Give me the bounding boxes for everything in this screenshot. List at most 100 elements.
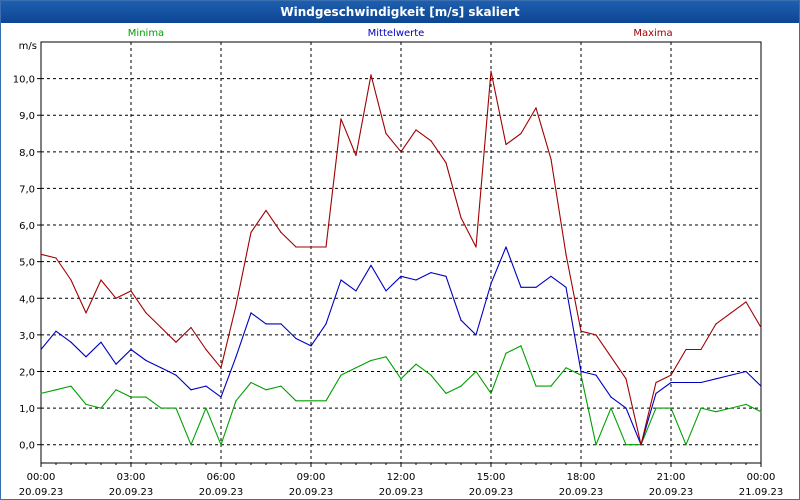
data-point-mittelwerte: [370, 264, 372, 266]
data-point-minima: [100, 407, 102, 409]
y-tick-label: 5,0: [19, 258, 35, 269]
y-axis-label: m/s: [19, 41, 37, 52]
data-point-maxima: [175, 341, 177, 343]
data-point-mittelwerte: [235, 356, 237, 358]
data-point-mittelwerte: [385, 290, 387, 292]
data-point-minima: [475, 370, 477, 373]
x-tick-label-date: 20.09.23: [109, 487, 154, 498]
data-point-maxima: [160, 326, 162, 329]
data-point-minima: [730, 407, 732, 409]
data-point-maxima: [220, 367, 222, 369]
data-point-mittelwerte: [265, 323, 267, 325]
legend-minima: Minima: [128, 28, 164, 39]
data-point-minima: [355, 367, 357, 369]
data-point-minima: [340, 374, 342, 376]
data-point-maxima: [265, 209, 267, 211]
data-point-minima: [175, 407, 177, 409]
x-tick-label-time: 12:00: [387, 472, 416, 483]
data-point-maxima: [700, 348, 702, 351]
x-tick-label-time: 21:00: [657, 472, 686, 483]
x-tick-label-time: 03:00: [117, 472, 146, 483]
data-point-mittelwerte: [295, 337, 297, 340]
data-point-maxima: [550, 158, 552, 160]
data-point-maxima: [130, 290, 132, 292]
x-tick-label-date: 20.09.23: [199, 487, 244, 498]
data-point-maxima: [325, 246, 327, 248]
data-point-maxima: [580, 330, 582, 332]
legend-maxima: Maxima: [633, 28, 672, 39]
data-point-minima: [520, 345, 522, 347]
data-point-minima: [295, 400, 297, 402]
x-tick-label-time: 18:00: [567, 472, 596, 483]
data-point-minima: [220, 444, 222, 446]
data-point-minima: [655, 407, 657, 409]
data-point-mittelwerte: [250, 312, 252, 314]
data-point-mittelwerte: [550, 275, 552, 277]
data-point-mittelwerte: [70, 341, 72, 343]
data-point-maxima: [490, 70, 492, 72]
data-point-mittelwerte: [100, 341, 102, 343]
data-point-minima: [160, 407, 162, 409]
data-point-maxima: [415, 129, 417, 131]
data-point-maxima: [535, 107, 537, 109]
data-point-maxima: [40, 253, 42, 255]
data-point-mittelwerte: [40, 348, 42, 351]
data-point-minima: [610, 407, 612, 409]
data-point-maxima: [295, 246, 297, 248]
data-point-maxima: [235, 305, 237, 307]
data-point-maxima: [400, 151, 402, 153]
x-tick-label-date: 20.09.23: [559, 487, 604, 498]
data-point-mittelwerte: [625, 407, 627, 409]
data-point-mittelwerte: [280, 323, 282, 325]
data-point-maxima: [655, 381, 657, 384]
data-point-maxima: [475, 246, 477, 248]
data-point-minima: [55, 389, 57, 391]
data-point-mittelwerte: [610, 396, 612, 398]
data-point-minima: [565, 367, 567, 369]
data-point-maxima: [670, 374, 672, 376]
data-point-minima: [715, 411, 717, 413]
data-point-minima: [460, 385, 462, 387]
x-tick-label-time: 06:00: [207, 472, 236, 483]
data-point-mittelwerte: [730, 374, 732, 376]
data-point-minima: [265, 389, 267, 391]
data-point-mittelwerte: [520, 286, 522, 288]
data-point-maxima: [85, 312, 87, 314]
data-point-mittelwerte: [535, 286, 537, 288]
y-tick-label: 9,0: [19, 111, 35, 122]
data-point-minima: [400, 378, 402, 380]
data-point-maxima: [715, 323, 717, 325]
data-point-mittelwerte: [745, 370, 747, 373]
data-point-mittelwerte: [670, 381, 672, 384]
data-point-minima: [505, 352, 507, 354]
x-tick-label-time: 15:00: [477, 472, 506, 483]
data-point-maxima: [115, 297, 117, 299]
data-point-minima: [370, 359, 372, 362]
y-tick-label: 4,0: [19, 294, 35, 305]
data-point-mittelwerte: [715, 378, 717, 380]
data-point-minima: [415, 363, 417, 365]
data-point-minima: [445, 392, 447, 394]
data-point-minima: [490, 392, 492, 394]
data-point-mittelwerte: [700, 381, 702, 384]
data-point-mittelwerte: [85, 356, 87, 358]
data-point-minima: [205, 407, 207, 409]
data-point-mittelwerte: [130, 348, 132, 351]
data-point-maxima: [640, 444, 642, 446]
data-point-maxima: [310, 246, 312, 248]
data-point-mittelwerte: [310, 345, 312, 347]
data-point-minima: [595, 444, 597, 446]
data-point-maxima: [385, 132, 387, 135]
data-point-minima: [535, 385, 537, 387]
data-point-minima: [250, 381, 252, 384]
y-tick-label: 0,0: [19, 441, 35, 452]
data-point-minima: [130, 396, 132, 398]
data-point-maxima: [445, 162, 447, 164]
y-tick-label: 2,0: [19, 367, 35, 378]
x-tick-label-date: 21.09.23: [739, 487, 784, 498]
data-point-maxima: [145, 312, 147, 314]
data-point-mittelwerte: [55, 330, 57, 332]
data-point-minima: [325, 400, 327, 402]
data-point-minima: [685, 444, 687, 446]
